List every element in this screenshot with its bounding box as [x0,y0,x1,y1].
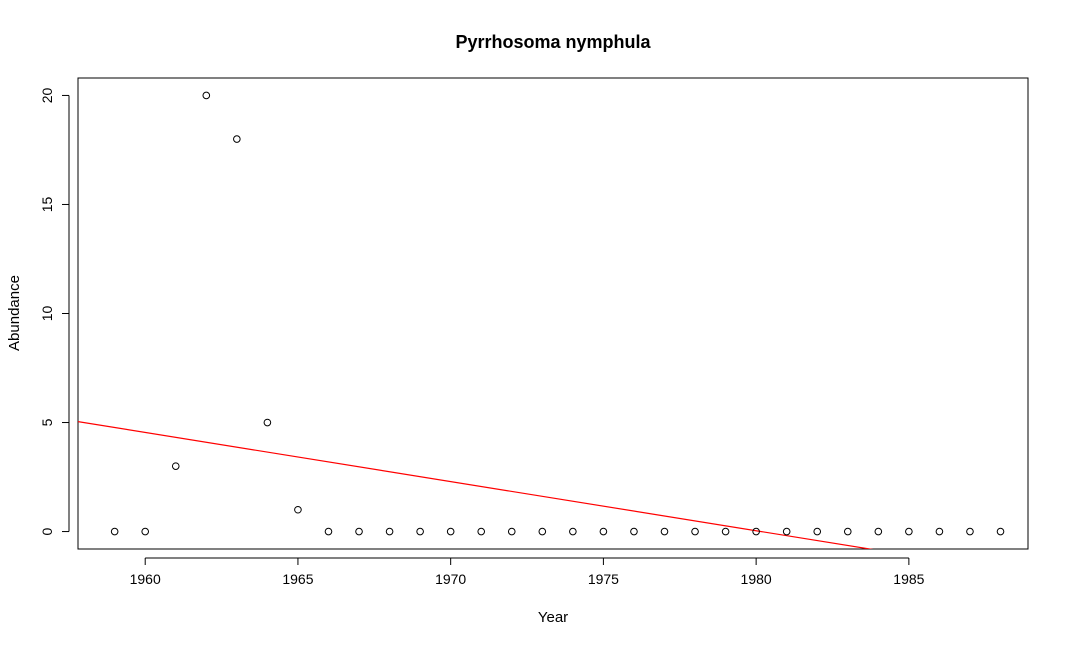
data-point [110,527,119,536]
data-point [416,527,424,536]
x-tick-label: 1960 [130,571,161,587]
data-point [935,527,944,536]
data-point [263,418,272,427]
x-tick-label: 1985 [893,571,924,587]
trend-line [78,421,874,549]
data-point [355,527,363,536]
data-point [660,527,669,536]
data-point [905,527,913,536]
data-point [294,505,302,514]
y-tick-label: 5 [39,418,55,426]
x-tick-label: 1970 [435,571,466,587]
y-tick-label: 0 [39,527,55,535]
x-tick-label: 1975 [588,571,619,587]
data-point [202,91,211,100]
y-axis-label: Abundance [6,275,23,351]
data-point [782,527,791,536]
data-point [385,527,394,536]
x-tick-label: 1980 [741,571,772,587]
data-point [599,527,608,536]
data-point [446,527,455,536]
data-point [141,527,150,536]
data-point [538,527,547,536]
y-tick-label: 15 [39,196,55,212]
x-tick-label: 1965 [282,571,313,587]
data-point [874,527,883,536]
plot-frame [77,77,1029,550]
data-point [752,527,760,536]
x-axis-label: Year [538,609,568,626]
data-point [171,462,180,470]
data-point [630,527,638,536]
y-tick-label: 10 [39,306,55,322]
data-point [324,527,333,536]
data-point [966,527,974,536]
data-point [477,527,486,536]
data-point [813,527,822,536]
chart-title: Pyrrhosoma nymphula [455,32,651,52]
data-point [569,527,577,536]
plot-area: 1960 1965 1970 1975 1980 1985 0 5 10 15 20 [39,77,1029,587]
data-point [843,527,852,536]
data-point [996,527,1005,536]
data-point [691,527,699,536]
data-point [721,527,730,536]
data-point [233,135,241,143]
y-tick-label: 20 [39,87,55,103]
data-point [507,527,516,536]
